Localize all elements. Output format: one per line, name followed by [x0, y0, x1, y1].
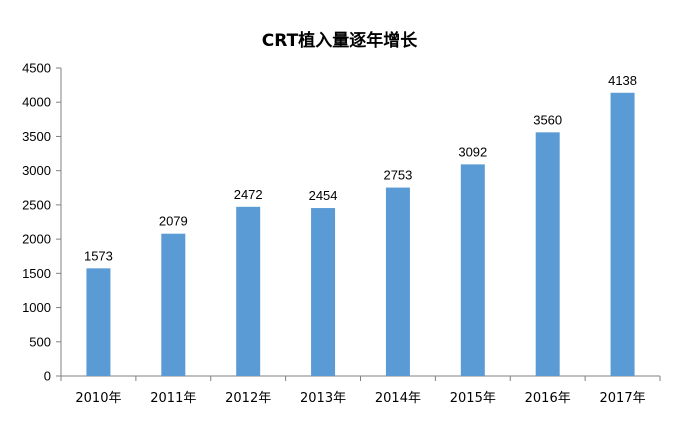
y-tick-label: 0 [44, 369, 51, 384]
x-tick-label: 2016年 [525, 391, 571, 406]
x-tick-label: 2017年 [600, 391, 646, 406]
x-tick-label: 2014年 [375, 391, 421, 406]
y-tick-label: 2500 [22, 197, 51, 212]
bar-2014年 [385, 187, 410, 376]
data-label: 2079 [159, 214, 188, 229]
y-tick-label: 3000 [22, 163, 51, 178]
y-tick-label: 1000 [22, 300, 51, 315]
y-tick-label: 2000 [22, 232, 51, 247]
bar-2011年 [161, 233, 186, 376]
y-tick-label: 3500 [22, 129, 51, 144]
x-tick-label: 2013年 [300, 391, 346, 406]
axes [56, 67, 661, 381]
data-label: 1573 [84, 248, 113, 263]
labels: 0 500 1000 1500 2000 2500 3000 3500 4000 4500 1573… [22, 61, 646, 407]
data-label: 2753 [383, 168, 412, 183]
data-label: 2472 [234, 187, 263, 202]
x-tick-label: 2010年 [75, 391, 121, 406]
y-tick-label: 4000 [22, 95, 51, 110]
y-tick-label: 4500 [22, 61, 51, 76]
bar-2017年 [610, 92, 635, 376]
x-tick-label: 2012年 [225, 391, 271, 406]
x-tick-label: 2011年 [150, 391, 196, 406]
y-tick-label: 1500 [22, 266, 51, 281]
chart-title: CRT植入量逐年增长 [261, 31, 418, 51]
data-label: 3560 [533, 112, 562, 127]
bar-2012年 [236, 206, 261, 376]
bar-2010年 [86, 268, 111, 376]
data-label: 3092 [458, 144, 487, 159]
data-label: 2454 [309, 188, 338, 203]
y-tick-label: 500 [29, 334, 51, 349]
bar-2013年 [311, 208, 336, 376]
bar-2016年 [535, 132, 560, 376]
bar-2015年 [460, 164, 485, 376]
data-label: 4138 [608, 73, 637, 88]
x-tick-label: 2015年 [450, 391, 496, 406]
bars [86, 92, 635, 376]
